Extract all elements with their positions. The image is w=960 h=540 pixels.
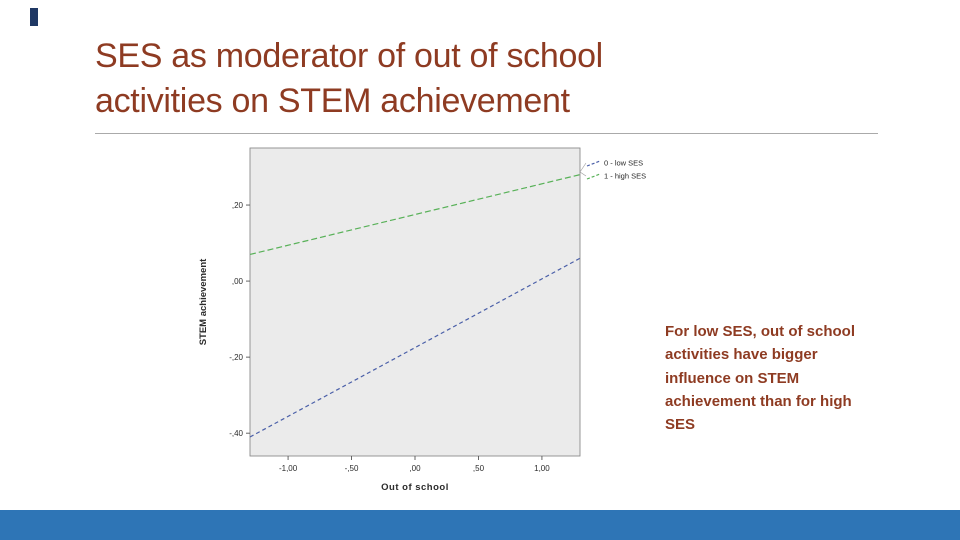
series-line-1-high-ses [249, 174, 581, 256]
legend-callout-line [579, 162, 587, 173]
plot-area [249, 147, 581, 457]
y-tick-label: ,20 [232, 201, 244, 210]
x-tick-label: -1,00 [279, 464, 298, 473]
legend-label: 1 - high SES [604, 172, 646, 181]
x-axis-title: Out of school [381, 482, 449, 490]
title-divider [95, 133, 878, 134]
y-axis-title: STEM achievement [198, 258, 209, 345]
slide-accent-mark [30, 8, 38, 26]
chart-svg: ,20 ,00 -,20 -,40 -1,00 -,50 ,00 ,50 1,00 Out of … [198, 147, 646, 490]
x-tick-label: ,00 [409, 464, 421, 473]
slide-title: SES as moderator of out of school activi… [95, 34, 603, 124]
interaction-line-chart: ,20 ,00 -,20 -,40 -1,00 -,50 ,00 ,50 1,00 Out of … [190, 140, 690, 490]
y-tick-label: -,20 [229, 353, 243, 362]
legend-label: 0 - low SES [604, 159, 643, 168]
slide-title-line-2: activities on STEM achievement [95, 81, 570, 120]
legend-swatch-line [586, 173, 601, 180]
x-tick-label: -,50 [345, 464, 359, 473]
y-tick-label: -,40 [229, 429, 243, 438]
slide-title-line-1: SES as moderator of out of school [95, 37, 603, 75]
legend-callout-line [579, 171, 587, 177]
y-tick-label: ,00 [232, 277, 244, 286]
x-tick-label: ,50 [473, 464, 485, 473]
legend-swatch-line [586, 160, 601, 167]
bottom-accent-bar [0, 510, 960, 540]
annotation-text: For low SES, out of school activities ha… [665, 323, 855, 433]
x-tick-label: 1,00 [534, 464, 550, 473]
